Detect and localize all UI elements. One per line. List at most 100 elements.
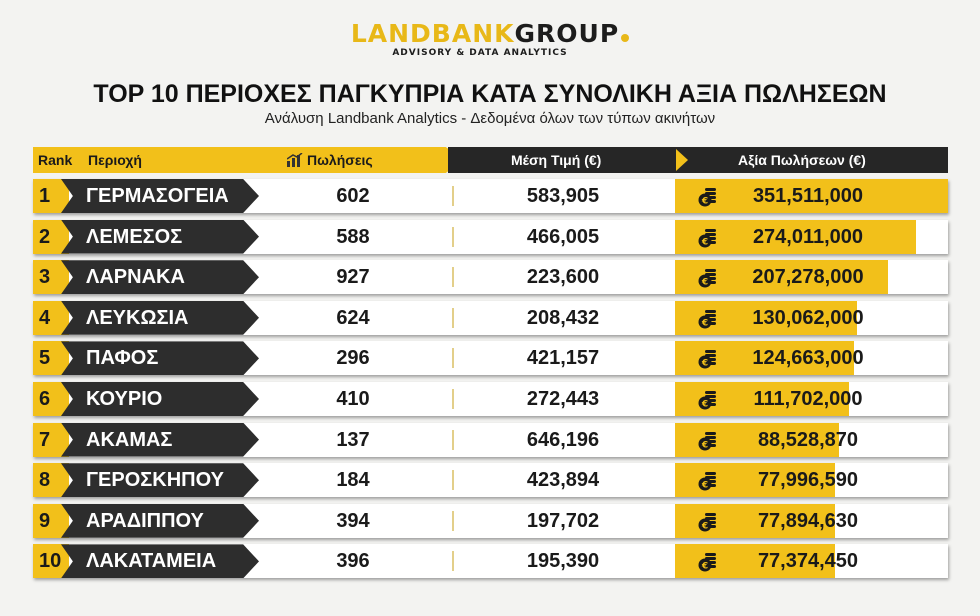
table-row: 6 ΚΟΥΡΙΟ 410 272,443 €111,702,000 xyxy=(33,382,948,416)
svg-text:€: € xyxy=(701,562,708,572)
header-rank: Rank xyxy=(38,152,73,168)
sales-count: 602 xyxy=(336,185,370,207)
svg-text:€: € xyxy=(701,481,708,491)
svg-text:€: € xyxy=(701,197,708,207)
coins-icon: € xyxy=(698,552,718,572)
column-divider xyxy=(452,348,454,369)
area-name: ΛΕΥΚΩΣΙΑ xyxy=(61,300,259,335)
avg-price: 421,157 xyxy=(526,347,600,370)
coins-icon: € xyxy=(698,471,718,491)
svg-text:€: € xyxy=(701,237,708,247)
sales-value: 88,528,870 xyxy=(757,428,859,451)
area-name: ΛΑΚΑΤΑΜΕΙΑ xyxy=(61,544,259,579)
svg-text:€: € xyxy=(701,359,708,369)
avg-price: 272,443 xyxy=(526,388,600,410)
coins-icon: € xyxy=(698,349,718,369)
bar-chart-icon xyxy=(287,153,303,167)
table-row: 9 ΑΡΑΔΙΠΠΟΥ 394 197,702 €77,894,630 xyxy=(33,503,948,538)
sales-value: 111,702,000 xyxy=(753,388,863,410)
logo-tagline: ADVISORY & DATA ANALYTICS xyxy=(392,48,568,58)
sales-count: 396 xyxy=(336,550,370,573)
area-name: ΛΕΜΕΣΟΣ xyxy=(61,219,259,254)
avg-price: 423,894 xyxy=(526,469,600,492)
logo-text-2: GROUP xyxy=(514,19,620,48)
avg-price: 223,600 xyxy=(526,266,600,289)
avg-price: 197,702 xyxy=(526,509,600,532)
area-name: ΓΕΡΟΣΚΗΠΟΥ xyxy=(61,463,259,498)
sales-value: 130,062,000 xyxy=(752,306,864,329)
sales-count: 394 xyxy=(336,509,370,532)
table-header: Rank Περιοχή Πωλήσεις Μέση Τιμή (€) Αξία… xyxy=(33,147,948,173)
header-value: Αξία Πωλήσεων (€) xyxy=(738,152,866,168)
rank-badge: 4 xyxy=(33,300,69,335)
column-divider xyxy=(452,226,454,247)
area-name: ΚΟΥΡΙΟ xyxy=(61,382,259,416)
value-bar xyxy=(675,179,948,213)
rank-badge: 9 xyxy=(33,503,69,538)
svg-text:€: € xyxy=(701,521,708,531)
avg-price: 195,390 xyxy=(526,550,600,573)
column-divider xyxy=(452,510,454,531)
sales-count: 624 xyxy=(336,306,370,329)
sales-value: 77,894,630 xyxy=(757,509,859,532)
rank-badge: 1 xyxy=(33,179,69,213)
sales-count: 927 xyxy=(336,266,370,289)
rank-badge: 6 xyxy=(33,382,69,416)
coins-icon: € xyxy=(698,228,718,248)
avg-price: 646,196 xyxy=(526,428,600,451)
sales-count: 184 xyxy=(336,469,370,492)
area-name: ΠΑΦΟΣ xyxy=(61,341,259,376)
coins-icon: € xyxy=(698,309,718,329)
table-row: 8 ΓΕΡΟΣΚΗΠΟΥ 184 423,894 €77,996,590 xyxy=(33,463,948,498)
avg-price: 208,432 xyxy=(526,306,600,329)
sales-count: 137 xyxy=(336,428,370,451)
column-divider xyxy=(452,186,454,206)
sales-count: 410 xyxy=(336,388,370,410)
sales-value: 351,511,000 xyxy=(752,185,864,207)
header-avg-price: Μέση Τιμή (€) xyxy=(511,152,602,168)
table-row: 7 ΑΚΑΜΑΣ 137 646,196 €88,528,870 xyxy=(33,422,948,457)
column-divider xyxy=(452,307,454,328)
avg-price: 583,905 xyxy=(526,185,600,207)
table-row: 3 ΛΑΡΝΑΚΑ 927 223,600 €207,278,000 xyxy=(33,260,948,295)
column-divider xyxy=(452,470,454,491)
column-divider xyxy=(452,267,454,288)
logo-text-1: LANDBANK xyxy=(350,19,515,48)
sales-value: 274,011,000 xyxy=(752,225,864,248)
rank-badge: 5 xyxy=(33,341,69,376)
sales-count: 588 xyxy=(336,225,370,248)
coins-icon: € xyxy=(698,431,718,451)
rank-badge: 3 xyxy=(33,260,69,295)
header-area: Περιοχή xyxy=(88,152,142,168)
column-divider xyxy=(452,551,454,572)
rank-badge: 8 xyxy=(33,463,69,498)
column-divider xyxy=(452,389,454,409)
rank-badge: 7 xyxy=(33,422,69,457)
table-row: 4 ΛΕΥΚΩΣΙΑ 624 208,432 €130,062,000 xyxy=(33,300,948,335)
sales-value: 77,996,590 xyxy=(757,469,859,492)
sales-value: 124,663,000 xyxy=(752,347,864,370)
svg-text:€: € xyxy=(701,440,708,450)
page-subtitle: Ανάλυση Landbank Analytics - Δεδομένα όλ… xyxy=(264,110,716,127)
svg-text:€: € xyxy=(701,278,708,288)
avg-price: 466,005 xyxy=(526,225,600,248)
area-name: ΑΡΑΔΙΠΠΟΥ xyxy=(61,503,259,538)
column-divider xyxy=(452,429,454,450)
area-name: ΑΚΑΜΑΣ xyxy=(61,422,259,457)
coins-icon: € xyxy=(698,390,718,410)
svg-text:€: € xyxy=(701,318,708,328)
value-bar xyxy=(675,219,916,254)
rank-badge: 2 xyxy=(33,219,69,254)
area-name: ΓΕΡΜΑΣΟΓΕΙΑ xyxy=(61,179,259,213)
table-row: 10 ΛΑΚΑΤΑΜΕΙΑ 396 195,390 €77,374,450 xyxy=(33,544,948,579)
header-sales: Πωλήσεις xyxy=(307,152,373,168)
rank-badge: 10 xyxy=(33,544,69,579)
table-row: 2 ΛΕΜΕΣΟΣ 588 466,005 €274,011,000 xyxy=(33,219,948,254)
sales-count: 296 xyxy=(336,347,370,370)
sales-value: 77,374,450 xyxy=(757,550,859,573)
coins-icon: € xyxy=(698,512,718,532)
logo-dot-icon xyxy=(621,34,630,42)
coins-icon: € xyxy=(698,187,718,207)
svg-text:€: € xyxy=(701,400,708,410)
logo: LANDBANKGROUP ADVISORY & DATA ANALYTICS xyxy=(0,20,980,59)
